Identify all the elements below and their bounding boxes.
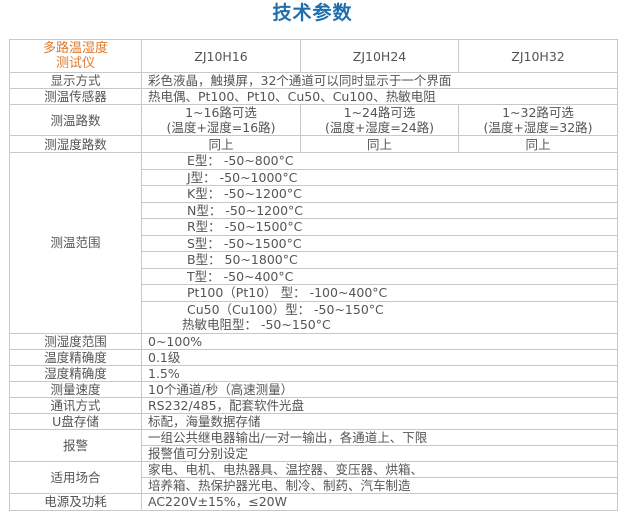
value-line: (温度+湿度=32路)	[483, 120, 593, 135]
table-row: 测温路数 1~16路可选 (温度+湿度=16路) 1~24路可选 (温度+湿度=24…	[9, 104, 618, 136]
row-label: 报警	[9, 428, 142, 462]
row-label: 测温范围	[9, 152, 142, 334]
model-header: ZJ10H16	[141, 39, 301, 73]
row-value: 同上	[141, 135, 301, 153]
range-line: K型： -50~1200°C	[142, 186, 617, 203]
row-value: 1~24路可选 (温度+湿度=24路)	[300, 104, 459, 136]
range-line: T型： -50~400°C	[142, 269, 617, 285]
range-line: E型： -50~800°C	[142, 153, 617, 170]
row-label: 测湿度范围	[9, 332, 142, 350]
table-row: 电源及功耗 AC220V±15%，≤20W	[9, 492, 618, 511]
row-value: 家电、电机、电热器具、温控器、变压器、烘箱、 培养箱、热保护器光电、制冷、制药、…	[141, 460, 618, 494]
row-value: 1~32路可选 (温度+湿度=32路)	[458, 104, 618, 136]
row-label: 电源及功耗	[9, 492, 142, 511]
product-name-line2: 测试仪	[55, 56, 95, 71]
row-value: 0~100%	[141, 332, 618, 350]
value-line: 1~16路可选	[185, 105, 257, 121]
table-row: 测湿度范围 0~100%	[9, 332, 618, 350]
value-line: (温度+湿度=24路)	[324, 120, 435, 135]
table-row: 显示方式 彩色液晶，触摸屏，32个通道可以同时显示于一个界面	[9, 72, 618, 89]
row-label: 显示方式	[9, 72, 142, 89]
value-line: 1~24路可选	[343, 105, 416, 121]
table-row: 测量速度 10个通道/秒（高速测量）	[9, 380, 618, 398]
value-line: 一组公共继电器输出/一对一输出，各通道上、下限	[142, 430, 617, 446]
table-row: 报警 一组公共继电器输出/一对一输出，各通道上、下限 报警值可分别设定	[9, 428, 618, 462]
range-line: B型： 50~1800°C	[142, 252, 617, 269]
model-header: ZJ10H24	[300, 39, 459, 73]
row-value: RS232/485，配套软件光盘	[141, 396, 618, 414]
row-value: 热电偶、Pt100、Pt10、Cu50、Cu100、热敏电阻	[141, 88, 618, 105]
range-line: 热敏电阻型： -50~150°C	[182, 317, 331, 332]
row-value: 一组公共继电器输出/一对一输出，各通道上、下限 报警值可分别设定	[141, 428, 618, 462]
row-value: 彩色液晶，触摸屏，32个通道可以同时显示于一个界面	[141, 72, 618, 89]
page-title: 技术参数	[272, 2, 353, 24]
product-name-cell: 多路温湿度 测试仪	[9, 39, 142, 73]
row-value: 同上	[458, 135, 618, 153]
row-value: AC220V±15%，≤20W	[141, 492, 618, 511]
row-value: 0.1级	[141, 348, 618, 366]
table-row: 温度精确度 0.1级	[9, 348, 618, 366]
value-line: (温度+湿度=16路)	[166, 120, 276, 135]
table-row: 适用场合 家电、电机、电热器具、温控器、变压器、烘箱、 培养箱、热保护器光电、制…	[9, 460, 618, 494]
row-value: 10个通道/秒（高速测量）	[141, 380, 618, 398]
value-line: 报警值可分别设定	[148, 445, 249, 461]
row-label: 测温路数	[9, 104, 142, 136]
range-line: Pt100（Pt10） 型： -100~400°C	[142, 285, 617, 302]
row-value: 同上	[300, 135, 459, 153]
value-line: 培养箱、热保护器光电、制冷、制药、汽车制造	[148, 477, 411, 493]
range-line: N型： -50~1200°C	[142, 203, 617, 219]
table-row: 测温传感器 热电偶、Pt100、Pt10、Cu50、Cu100、热敏电阻	[9, 88, 618, 105]
row-label: 测温传感器	[9, 88, 142, 105]
row-label: 通讯方式	[9, 396, 142, 414]
row-value: 1~16路可选 (温度+湿度=16路)	[141, 104, 301, 136]
range-line: R型： -50~1500°C	[142, 219, 617, 236]
model-header: ZJ10H32	[458, 39, 618, 73]
row-label: 测量速度	[9, 380, 142, 398]
product-name-line1: 多路温湿度	[42, 41, 108, 56]
table-header-row: 多路温湿度 测试仪 ZJ10H16 ZJ10H24 ZJ10H32	[9, 39, 618, 73]
value-line: 1~32路可选	[502, 105, 574, 121]
row-value: 标配，海量数据存储	[141, 412, 618, 430]
range-line: S型： -50~1500°C	[142, 236, 617, 252]
table-row: 测温范围 E型： -50~800°C J型： -50~1000°C K型： -5…	[9, 152, 618, 334]
row-value: E型： -50~800°C J型： -50~1000°C K型： -50~120…	[141, 152, 618, 334]
table-row: 测湿度路数 同上 同上 同上	[9, 135, 618, 153]
range-line: Cu50（Cu100）型： -50~150°C	[187, 301, 384, 317]
value-line: 家电、电机、电热器具、温控器、变压器、烘箱、	[142, 462, 617, 478]
row-label: 温度精确度	[9, 348, 142, 366]
row-label: 测湿度路数	[9, 135, 142, 153]
range-line: J型： -50~1000°C	[142, 170, 617, 186]
spec-table: 多路温湿度 测试仪 ZJ10H16 ZJ10H24 ZJ10H32 显示方式 彩色…	[9, 39, 618, 511]
row-label: U盘存储	[9, 412, 142, 430]
table-row: U盘存储 标配，海量数据存储	[9, 412, 618, 430]
table-row: 通讯方式 RS232/485，配套软件光盘	[9, 396, 618, 414]
table-row: 湿度精确度 1.5%	[9, 364, 618, 382]
row-value: 1.5%	[141, 364, 618, 382]
row-label: 湿度精确度	[9, 364, 142, 382]
row-label: 适用场合	[9, 460, 142, 494]
